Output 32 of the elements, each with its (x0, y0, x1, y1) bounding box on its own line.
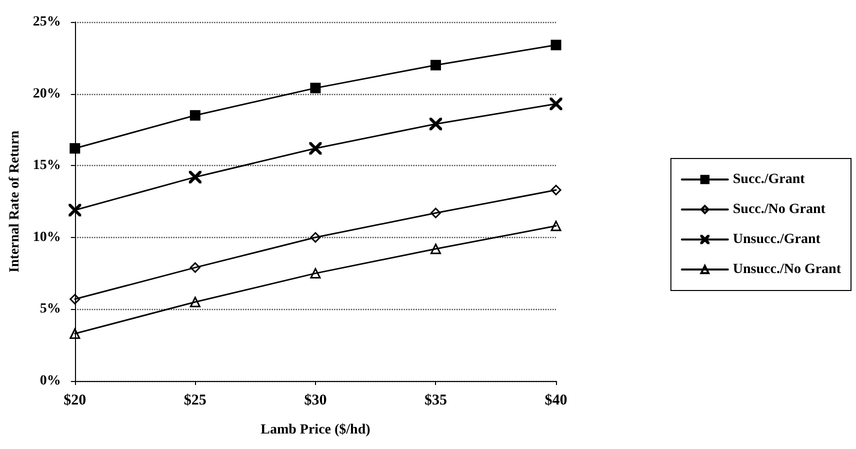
point (70, 294, 80, 304)
point (550, 220, 562, 232)
point (310, 232, 321, 243)
y-tick-label: 5% (40, 302, 61, 317)
point (190, 110, 200, 121)
legend-label: Unsucc./No Grant (732, 262, 842, 277)
y-tick-label: 10% (32, 230, 61, 245)
x-axis-title: Lamb Price ($/hd) (260, 422, 371, 438)
point (430, 208, 441, 218)
x-tick-label: $30 (304, 392, 327, 408)
x-tick-label: $20 (64, 392, 86, 408)
point (190, 296, 200, 308)
y-tick-label: 20% (32, 86, 61, 102)
point (550, 184, 562, 196)
y-tick-label: 25% (32, 14, 61, 30)
point (70, 143, 80, 154)
y-tick-label: 0% (40, 374, 61, 388)
y-axis-title: Internal Rate of Return (8, 130, 22, 272)
y-tick-label: 15% (32, 158, 61, 174)
legend-label: Succ./Grant (732, 172, 806, 187)
x-tick-label: $25 (184, 392, 206, 408)
point (430, 244, 441, 254)
point (70, 328, 80, 339)
point (190, 262, 200, 273)
legend-label: Unsucc./Grant (732, 232, 821, 247)
point (310, 82, 321, 94)
point (310, 268, 321, 279)
x-tick-label: $40 (544, 392, 568, 408)
x-tick-label: $35 (424, 392, 447, 408)
point (550, 40, 562, 50)
legend-label: Succ./No Grant (732, 202, 826, 217)
point (430, 60, 441, 70)
